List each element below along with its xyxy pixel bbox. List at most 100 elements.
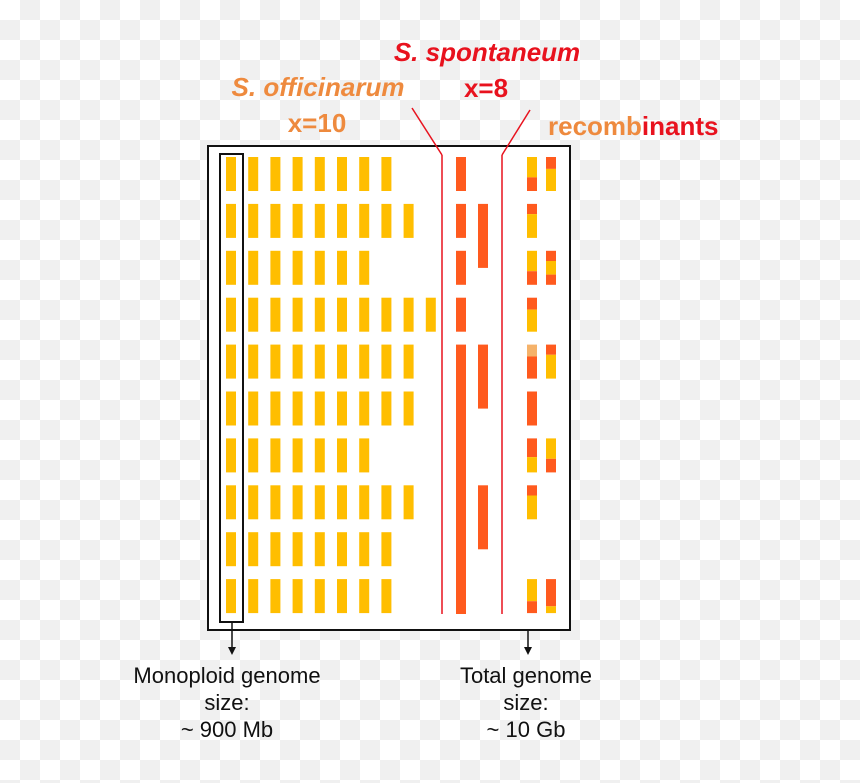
recombinant-segment [546,606,556,614]
officinarum-chromosome [314,532,325,567]
officinarum-chromosome [359,297,370,332]
officinarum-chromosome [403,297,414,332]
officinarum-chromosome [359,532,370,567]
officinarum-chromosome [270,391,281,426]
officinarum-chromosome [292,297,303,332]
officinarum-chromosome [337,438,347,473]
recombinant-segment [546,274,556,285]
officinarum-chromosome [270,344,281,379]
officinarum-chromosome [270,297,281,332]
officinarum-chromosome [226,438,236,473]
officinarum-chromosome [359,203,370,238]
officinarum-chromosome [314,250,325,285]
spontaneum-chromosome [456,532,466,597]
officinarum-chromosome [381,203,392,238]
officinarum-chromosome [314,297,325,332]
officinarum-chromosome [226,532,236,567]
officinarum-chromosome [226,344,236,379]
officinarum-chromosome [292,344,303,379]
officinarum-chromosome [292,579,303,614]
officinarum-chromosome [359,344,370,379]
recombinants-label: recombinants [548,111,719,142]
officinarum-chromosome [248,157,259,191]
officinarum-chromosome [226,391,236,426]
recombinant-segment [527,457,537,473]
officinarum-chromosome [248,438,259,473]
spontaneum-species-label: S. spontaneum [393,37,581,67]
spontaneum-right-pointer [501,109,531,156]
officinarum-chromosome [226,203,236,238]
officinarum-chromosome [381,579,392,614]
officinarum-chromosome [359,579,370,614]
spontaneum-chromosome-number: x=8 [463,73,509,103]
officinarum-chromosome [425,297,436,332]
spontaneum-chromosome [456,391,466,456]
recombinant-segment [527,177,537,191]
officinarum-chromosome [248,485,259,520]
recombinants-label-part1: recomb [548,111,642,141]
officinarum-chromosome [337,203,347,238]
officinarum-chromosome [337,391,347,426]
recombinant-segment [527,601,537,614]
officinarum-chromosome [248,203,259,238]
spontaneum-chromosome [456,438,466,503]
recombinant-segment [546,458,556,473]
recombinant-segment [546,344,556,355]
monoploid-caption-line2: size: [204,690,250,715]
officinarum-chromosome [248,532,259,567]
officinarum-chromosome [359,250,370,285]
recombinant-segment [546,168,556,191]
recombinant-segment [546,157,556,169]
officinarum-chromosome [314,579,325,614]
recombinant-segment [527,485,537,496]
officinarum-species-label: S. officinarum [231,72,405,102]
officinarum-chromosome [226,579,236,614]
officinarum-chromosome [314,203,325,238]
officinarum-chromosome [248,344,259,379]
recombinant-segment [527,297,537,310]
recombinant-segment [527,579,537,602]
spontaneum-chromosome [456,344,466,409]
officinarum-chromosome-number: x=10 [287,108,347,138]
officinarum-chromosome [381,391,392,426]
monoploid-caption: Monoploid genome size: ~ 900 Mb [133,662,320,743]
spontaneum-chromosome [456,203,466,238]
officinarum-chromosome [403,485,414,520]
officinarum-chromosome [314,344,325,379]
spontaneum-chromosome [456,297,466,332]
officinarum-chromosome [337,532,347,567]
recombinant-segment [527,495,537,520]
officinarum-chromosome [314,157,325,191]
officinarum-chromosome [292,203,303,238]
officinarum-chromosome [292,250,303,285]
officinarum-chromosome [248,297,259,332]
officinarum-chromosome [292,391,303,426]
total-caption-line1: Total genome [459,663,593,688]
officinarum-chromosome [337,157,347,191]
officinarum-chromosome [403,344,414,379]
recombinant-segment [546,250,556,261]
recombinants-label-part2: inants [641,111,719,141]
officinarum-chromosome [292,438,303,473]
spontaneum-chromosome [456,250,466,285]
officinarum-chromosome [359,485,370,520]
officinarum-chromosome [381,485,392,520]
officinarum-chromosome [270,203,281,238]
officinarum-chromosome [337,485,347,520]
officinarum-chromosome [403,391,414,426]
total-caption: Total genome size: ~ 10 Gb [460,662,592,743]
officinarum-chromosome [359,391,370,426]
monoploid-arrow-head [228,647,236,655]
officinarum-chromosome [337,579,347,614]
officinarum-chromosome [314,438,325,473]
officinarum-chromosome [359,438,370,473]
officinarum-chromosome [403,203,414,238]
recombinant-segment [546,579,556,607]
recombinant-segment [527,309,537,332]
officinarum-chromosome [337,250,347,285]
officinarum-chromosome [292,157,303,191]
officinarum-chromosome [270,485,281,520]
recombinant-segment [527,203,537,215]
officinarum-chromosome [314,485,325,520]
officinarum-chromosome [381,297,392,332]
